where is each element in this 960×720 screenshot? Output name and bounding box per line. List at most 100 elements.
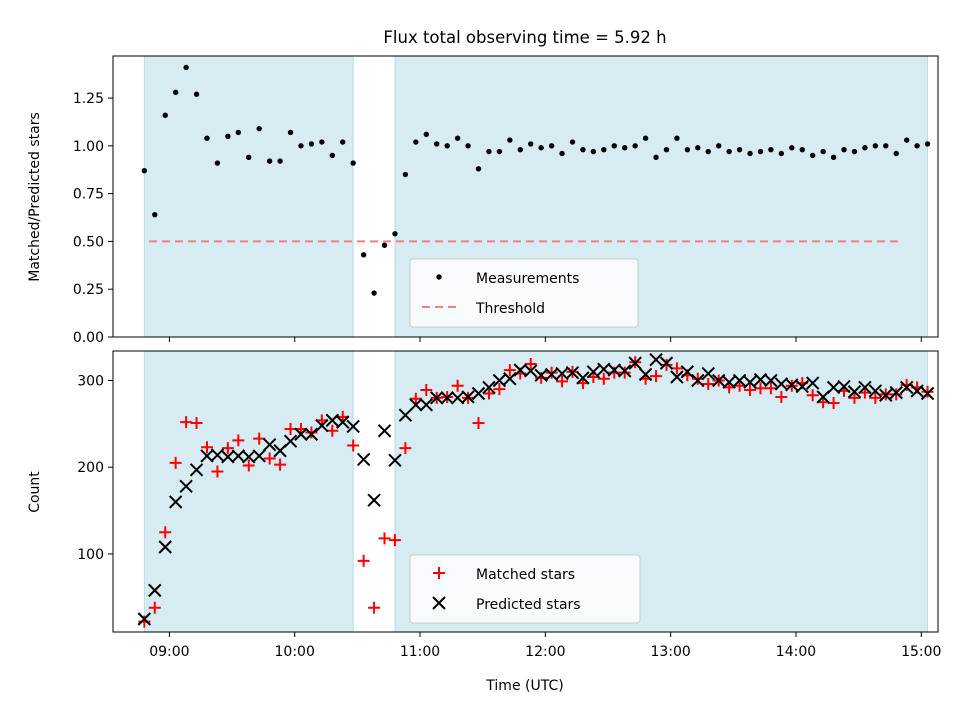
y-tick-label: 0.25 [73, 282, 104, 298]
measurement-point [768, 146, 774, 153]
matched-star-point [775, 390, 788, 403]
predicted-star-point [430, 391, 444, 405]
legend-matched-marker [433, 567, 445, 579]
predicted-star-point [847, 385, 862, 399]
measurement-point [256, 125, 262, 132]
matched-star-point [545, 366, 558, 379]
matched-star-point [368, 601, 381, 614]
measurement-point [893, 150, 899, 157]
predicted-star-point [795, 379, 809, 394]
matched-star-point [232, 434, 245, 447]
y-tick-label: 200 [77, 460, 104, 476]
measurement-point [392, 231, 398, 237]
x-tick-label: 10:00 [275, 644, 315, 660]
matched-star-point [921, 385, 934, 398]
matched-star-point [472, 416, 485, 429]
predicted-star-point [336, 415, 350, 429]
predicted-star-point [670, 370, 684, 384]
measurement-point [246, 154, 252, 161]
x-tick-label: 12:00 [525, 644, 565, 660]
measurement-point [277, 158, 283, 164]
measurement-point [381, 242, 388, 248]
measurement-point [883, 143, 889, 149]
predicted-star-point [168, 495, 183, 509]
measurement-point [465, 143, 471, 149]
bottom-axes-frame [112, 350, 939, 633]
predicted-star-point [555, 366, 569, 381]
predicted-star-point [691, 373, 705, 388]
matched-star-point [869, 391, 882, 404]
predicted-star-point [450, 391, 465, 405]
predicted-star-point [513, 363, 527, 377]
matched-star-point [399, 442, 412, 455]
predicted-star-point [774, 377, 789, 391]
predicted-star-point [899, 380, 914, 395]
matched-star-point [211, 465, 224, 478]
measurement-point [757, 148, 764, 155]
predicted-star-point [148, 583, 162, 598]
predicted-star-point [910, 384, 924, 398]
predicted-star-point [785, 378, 799, 392]
measurement-point [235, 129, 242, 136]
predicted-star-point [283, 434, 298, 448]
measurement-point [266, 158, 273, 164]
predicted-star-point [638, 367, 653, 382]
legend-predicted-label: Predicted stars [476, 597, 581, 613]
top-shade-interval-0 [143, 55, 354, 338]
measurement-point [507, 137, 513, 143]
measurement-point [715, 143, 722, 149]
measurement-point [172, 89, 179, 96]
measurement-point [319, 139, 325, 145]
matched-star-point [263, 452, 276, 465]
predicted-star-point [701, 366, 715, 381]
measurement-point [204, 135, 210, 141]
predicted-star-point [722, 375, 736, 389]
top-panel: 0.00 0.25 0.50 0.75 1.00 1.25 Matched/Predict… [27, 55, 939, 346]
predicted-star-point [534, 368, 548, 382]
predicted-star-point [346, 419, 360, 434]
predicted-star-point [200, 449, 214, 463]
measurement-point [663, 146, 670, 153]
y-tick-label: 100 [77, 547, 104, 563]
predicted-star-point [607, 363, 621, 377]
bot-shade-interval-0 [143, 350, 354, 633]
matched-star-point [503, 364, 516, 377]
measurement-point [809, 152, 816, 159]
measurement-point [632, 143, 638, 149]
measurement-point [726, 148, 732, 155]
matched-star-point [347, 439, 360, 452]
bottom-legend: Matched stars Predicted stars [409, 554, 641, 624]
measurement-point [674, 135, 680, 141]
y-tick-label: 300 [77, 373, 104, 389]
measurement-point [830, 154, 837, 161]
predicted-star-point [576, 371, 590, 385]
predicted-star-point [858, 380, 872, 395]
x-axis-label: Time (UTC) [485, 678, 563, 694]
measurement-point [580, 146, 586, 153]
measurement-point [308, 141, 315, 147]
predicted-star-point [879, 388, 893, 402]
matched-star-point [420, 384, 433, 397]
measurement-point [475, 166, 482, 172]
predicted-star-point [659, 356, 674, 370]
measurement-point [141, 167, 148, 174]
predicted-star-point [618, 364, 632, 378]
legend-measurements-label: Measurements [476, 271, 579, 287]
measurement-point [413, 139, 419, 145]
matched-star-point [200, 441, 213, 454]
matched-star-point [890, 388, 903, 401]
predicted-star-point [137, 612, 152, 626]
predicted-star-point [649, 352, 663, 367]
matched-star-point [827, 397, 840, 410]
measurement-point [183, 64, 189, 71]
measurement-point [559, 150, 565, 157]
predicted-star-point [753, 372, 768, 387]
predicted-star-point [524, 364, 538, 378]
bottom-panel: 100 200 300 09:00 10:00 11:00 12:00 13:00 14:00… [27, 350, 941, 694]
predicted-star-point [252, 449, 266, 463]
predicted-star-point [482, 380, 496, 395]
measurement-point [298, 143, 304, 149]
predicted-star-point [586, 365, 601, 379]
measurement-point [340, 139, 346, 145]
